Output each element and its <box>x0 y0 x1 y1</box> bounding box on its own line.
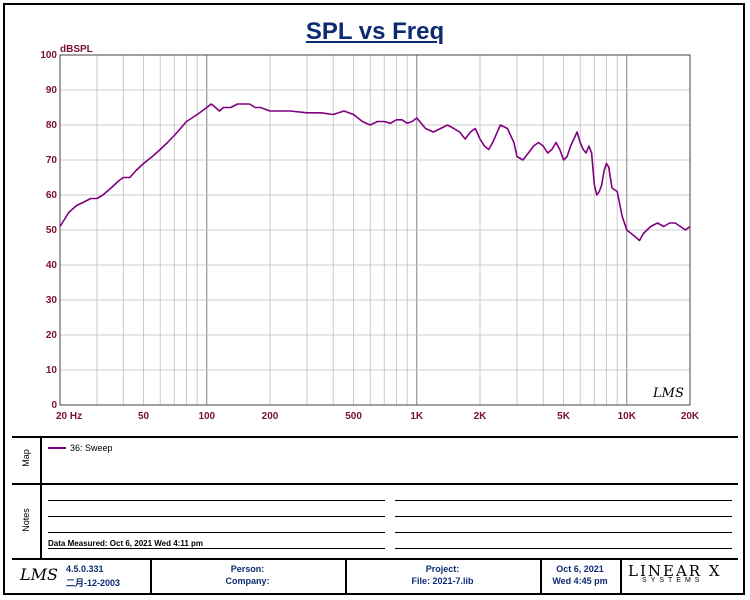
footer-divider <box>150 559 152 593</box>
footer-date: Oct 6, 2021 <box>556 564 604 574</box>
footer-time: Wed 4:45 pm <box>552 576 608 586</box>
linearx-logo: LINEAR X <box>628 562 722 580</box>
divider-top <box>12 436 738 438</box>
y-axis-label: dBSPL <box>60 44 93 55</box>
file-label: File: 2021-7.lib <box>411 576 474 586</box>
x-tick-label: 1K <box>410 411 424 422</box>
note-line <box>395 516 732 517</box>
y-tick-label: 70 <box>46 155 58 166</box>
y-tick-label: 100 <box>40 50 57 61</box>
plot-border <box>59 54 691 406</box>
y-tick-label: 10 <box>46 365 58 376</box>
note-line <box>48 548 385 549</box>
x-tick-label: 20K <box>681 411 700 422</box>
data-measured: Data Measured: Oct 6, 2021 Wed 4:11 pm <box>48 539 204 548</box>
chart-title: SPL vs Freq <box>305 18 445 45</box>
y-tick-label: 30 <box>46 295 58 306</box>
x-tick-label: 50 <box>138 411 150 422</box>
x-tick-label: 10K <box>618 411 637 422</box>
legend-text: 36: Sweep <box>70 443 113 453</box>
y-tick-label: 40 <box>46 260 58 271</box>
linearx-logo-sub: SYSTEMS <box>642 577 704 584</box>
lms-logo: LMS <box>20 565 58 584</box>
x-tick-label: 500 <box>345 411 362 422</box>
footer-divider <box>620 559 622 593</box>
version: 4.5.0.331 <box>66 564 104 574</box>
chart-frame <box>3 3 745 595</box>
note-line <box>395 532 732 533</box>
notes-label: Notes <box>21 508 31 532</box>
x-tick-label: 200 <box>262 411 279 422</box>
note-line <box>48 532 385 533</box>
x-tick-label: 20 Hz <box>56 411 82 422</box>
note-line <box>48 500 385 501</box>
footer-divider <box>345 559 347 593</box>
x-tick-label: 5K <box>557 411 571 422</box>
y-tick-label: 90 <box>46 85 58 96</box>
y-tick-label: 20 <box>46 330 58 341</box>
legend-entry: 36: Sweep <box>48 443 113 453</box>
y-tick-label: 50 <box>46 225 58 236</box>
x-tick-label: 100 <box>198 411 215 422</box>
y-tick-label: 60 <box>46 190 58 201</box>
note-line <box>395 548 732 549</box>
note-line <box>48 516 385 517</box>
map-label: Map <box>21 449 31 467</box>
company-label: Company: <box>225 576 270 586</box>
legend-swatch <box>48 447 66 449</box>
footer-divider <box>540 559 542 593</box>
y-tick-label: 0 <box>51 400 57 411</box>
x-tick-label: 2K <box>474 411 488 422</box>
note-line <box>395 500 732 501</box>
project-label: Project: <box>425 564 460 574</box>
person-label: Person: <box>230 564 265 574</box>
y-tick-label: 80 <box>46 120 58 131</box>
divider-map-notes <box>12 483 738 485</box>
version-date: 二月-12-2003 <box>66 578 121 588</box>
side-label-divider <box>40 437 42 558</box>
lms-watermark: LMS <box>652 386 684 401</box>
divider-notes-footer <box>12 558 738 560</box>
series-line-sweep <box>59 103 691 242</box>
